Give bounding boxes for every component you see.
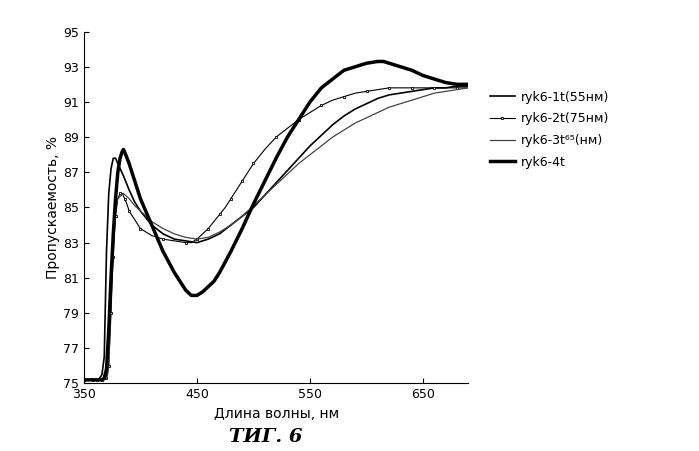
Legend: ryk6-1t(55нм), ryk6-2t(75нм), ryk6-3t⁶⁵(нм), ryk6-4t: ryk6-1t(55нм), ryk6-2t(75нм), ryk6-3t⁶⁵(…	[490, 91, 610, 169]
Text: ΤИГ. 6: ΤИГ. 6	[229, 428, 303, 446]
X-axis label: Длина волны, нм: Длина волны, нм	[213, 407, 339, 421]
Y-axis label: Пропускаемость, %: Пропускаемость, %	[46, 136, 60, 279]
